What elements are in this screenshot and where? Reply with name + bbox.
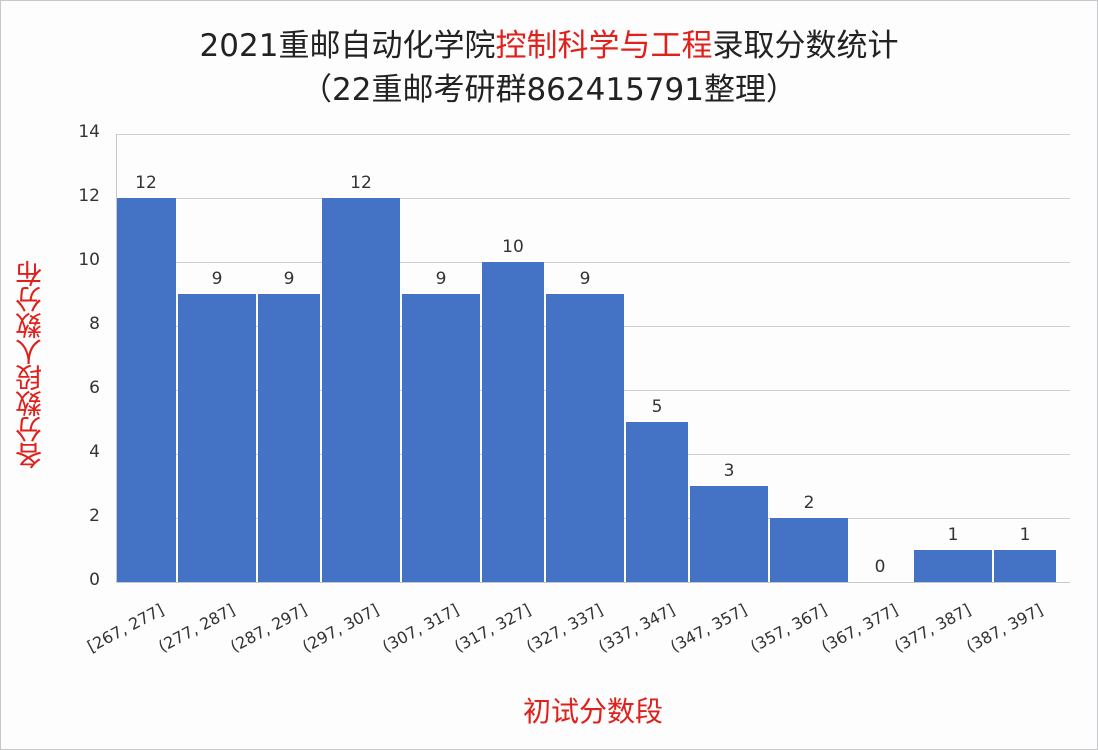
chart-title-line1: 2021重邮自动化学院控制科学与工程录取分数统计 <box>0 20 1098 65</box>
x-axis-title: 初试分数段 <box>522 695 663 728</box>
bar-5 <box>482 262 544 582</box>
gridline <box>116 262 1070 263</box>
y-axis-line <box>116 134 117 582</box>
y-tick-label: 4 <box>89 442 100 462</box>
title-suffix: 录取分数统计 <box>712 28 899 64</box>
data-label: 5 <box>651 397 663 417</box>
data-label: 1 <box>1019 525 1031 545</box>
data-label: 12 <box>135 173 157 193</box>
y-tick-label: 10 <box>78 250 100 270</box>
plot-area: 12 9 9 12 9 10 9 5 3 2 0 1 1 <box>116 134 1070 582</box>
data-label: 9 <box>283 269 295 289</box>
bar-7 <box>626 422 688 582</box>
bar-4 <box>402 294 480 582</box>
y-axis-title: 各分数段人数分布 <box>16 261 47 469</box>
data-label: 2 <box>803 493 815 513</box>
y-tick-label: 12 <box>78 186 100 206</box>
data-label: 12 <box>350 173 372 193</box>
data-label: 10 <box>502 237 524 257</box>
y-tick-label: 0 <box>89 570 100 590</box>
data-label: 9 <box>579 269 591 289</box>
title-highlight: 控制科学与工程 <box>495 28 713 64</box>
data-label: 9 <box>435 269 447 289</box>
title-prefix: 2021重邮自动化学院 <box>199 28 496 64</box>
bar-1 <box>178 294 256 582</box>
data-label: 0 <box>874 557 886 577</box>
bar-0 <box>116 198 176 582</box>
bar-11 <box>914 550 992 582</box>
bar-6 <box>546 294 624 582</box>
bar-9 <box>770 518 848 582</box>
data-label: 3 <box>723 461 735 481</box>
gridline <box>116 198 1070 199</box>
gridline <box>116 134 1070 135</box>
data-label: 9 <box>211 269 223 289</box>
y-tick-label: 14 <box>78 122 100 142</box>
y-tick-label: 6 <box>89 378 100 398</box>
bar-12 <box>994 550 1056 582</box>
y-tick-label: 8 <box>89 314 100 334</box>
data-label: 1 <box>947 525 959 545</box>
bar-8 <box>690 486 768 582</box>
bar-2 <box>258 294 320 582</box>
bar-3 <box>322 198 400 582</box>
chart-title-line2: （22重邮考研群862415791整理） <box>301 72 797 108</box>
x-axis-line <box>116 582 1070 583</box>
y-tick-label: 2 <box>89 506 100 526</box>
